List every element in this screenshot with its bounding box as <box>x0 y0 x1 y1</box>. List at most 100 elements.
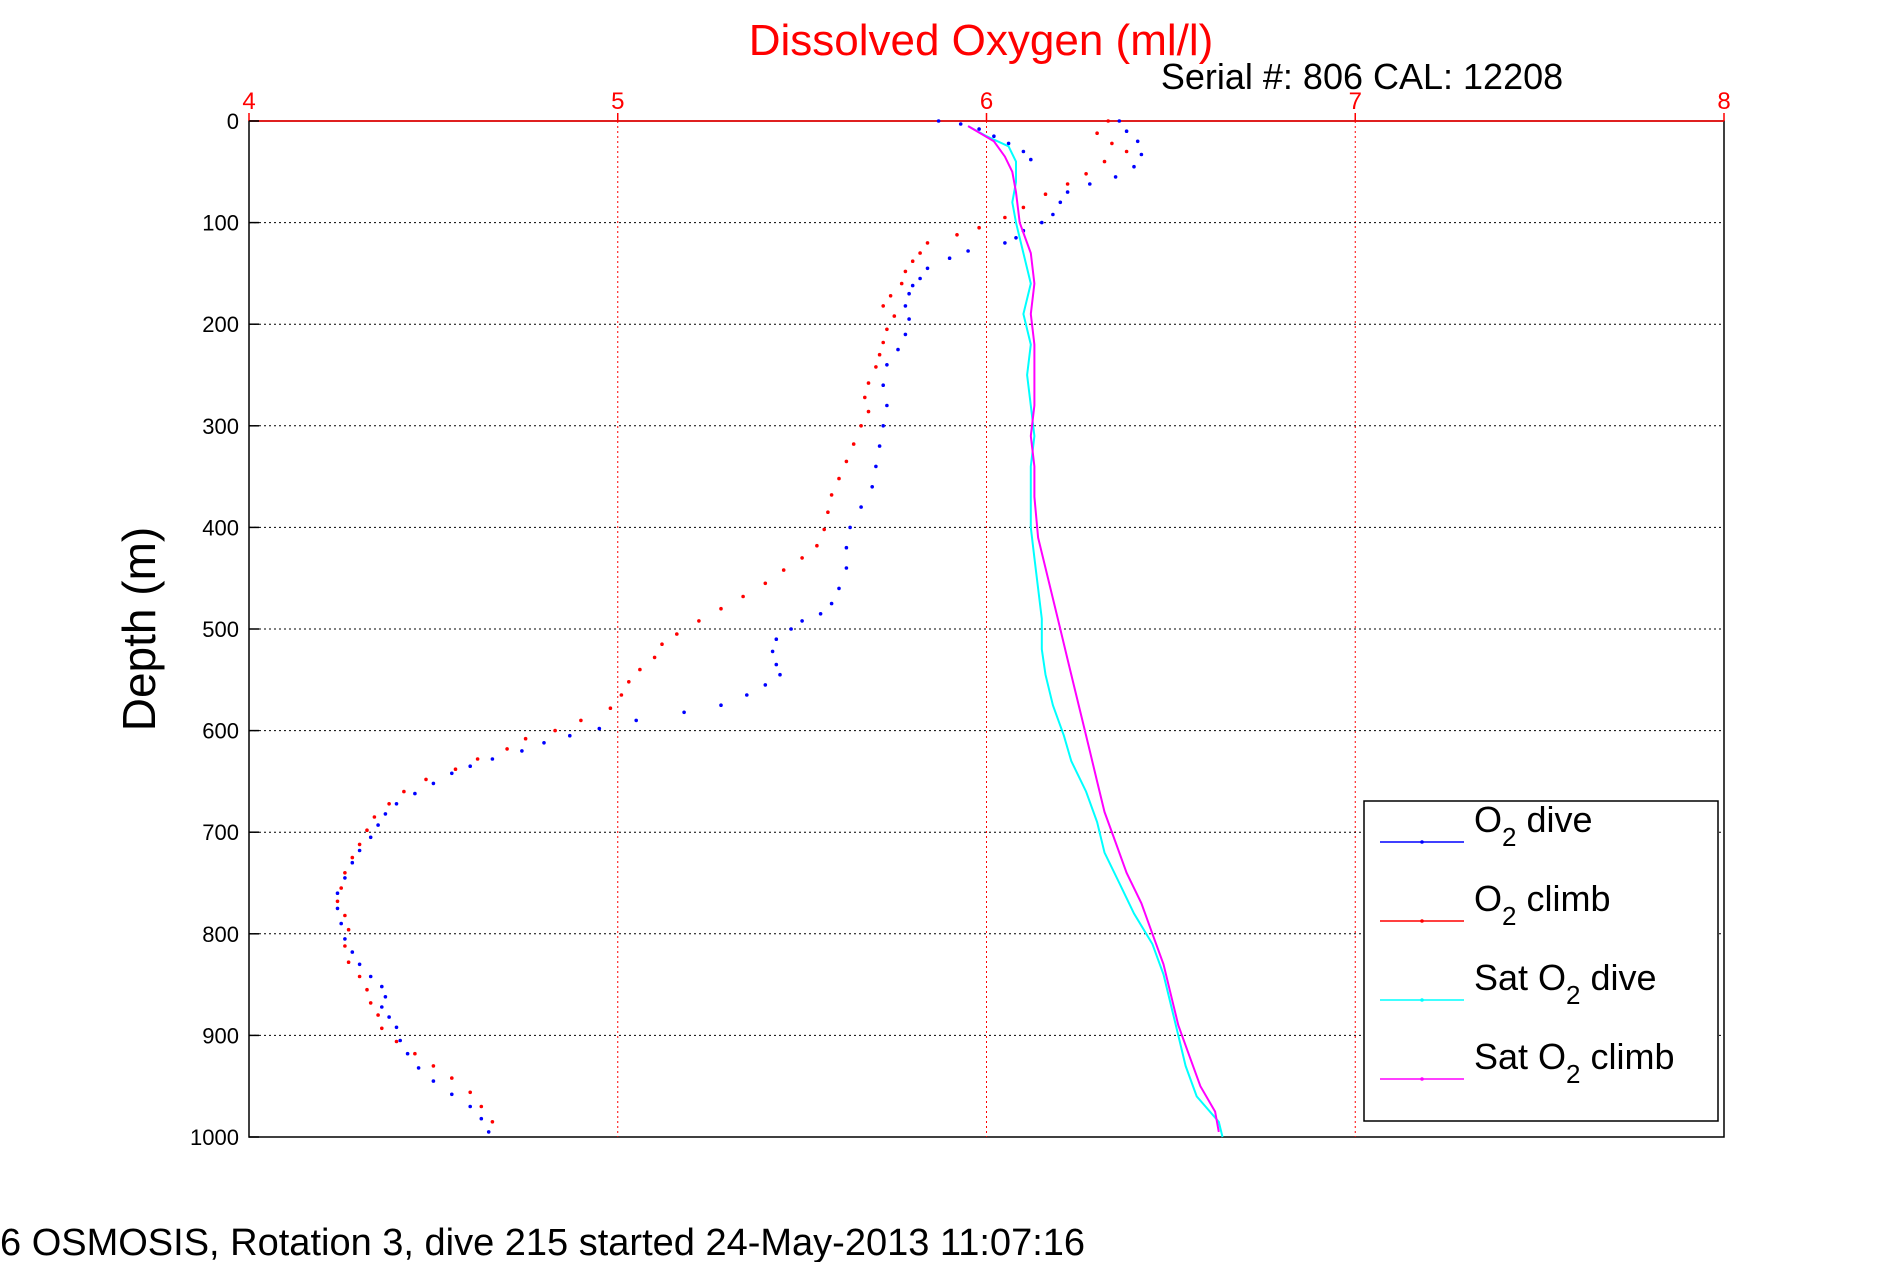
data-point <box>1021 149 1026 154</box>
data-point <box>627 680 631 684</box>
data-point <box>800 619 804 623</box>
data-point <box>874 464 878 469</box>
chart-title: Dissolved Oxygen (ml/l) <box>749 16 1214 65</box>
data-point <box>829 493 834 497</box>
data-point <box>335 891 340 895</box>
legend-marker <box>1420 919 1424 923</box>
data-point <box>346 927 351 932</box>
data-point <box>413 791 417 796</box>
y-tick-label: 100 <box>202 211 239 236</box>
data-point <box>866 409 871 414</box>
y-tick-label: 200 <box>202 312 239 337</box>
data-point <box>597 726 602 731</box>
data-point <box>1110 141 1114 146</box>
data-point <box>660 642 664 646</box>
data-point <box>774 637 779 641</box>
x-tick-label: 6 <box>980 88 993 115</box>
data-point <box>844 545 849 550</box>
data-point <box>741 594 745 599</box>
data-point <box>885 363 889 367</box>
series-line <box>967 125 1220 1133</box>
data-point <box>368 974 373 979</box>
data-point <box>1014 236 1018 240</box>
data-point <box>774 662 779 667</box>
data-point <box>1088 182 1092 186</box>
data-point <box>955 233 959 237</box>
x-tick-label: 4 <box>242 88 255 115</box>
data-point <box>907 317 911 321</box>
data-point <box>1065 182 1070 186</box>
data-point <box>431 1079 436 1083</box>
data-point <box>1006 141 1011 146</box>
data-point <box>818 612 823 616</box>
data-point <box>453 767 458 771</box>
data-point <box>357 974 362 979</box>
data-point <box>520 749 524 753</box>
legend-marker <box>1420 840 1424 844</box>
data-point <box>682 710 686 715</box>
data-point <box>1040 220 1044 225</box>
data-point <box>903 332 908 337</box>
series-0 <box>335 119 1144 1134</box>
data-point <box>910 283 915 288</box>
data-point <box>505 747 509 751</box>
y-tick-label: 500 <box>202 617 239 642</box>
footer-caption: 6 OSMOSIS, Rotation 3, dive 215 started … <box>0 1222 1085 1262</box>
data-point <box>365 828 369 832</box>
data-point <box>652 655 657 660</box>
series-line <box>967 125 1224 1138</box>
data-point <box>826 510 830 514</box>
data-point <box>634 718 638 723</box>
data-point <box>339 886 344 890</box>
data-point <box>368 835 373 840</box>
data-point <box>947 256 952 261</box>
data-point <box>402 789 406 794</box>
legend: O2 dive O2 climb Sat O2 dive Sat O2 climb <box>1363 799 1719 1122</box>
data-point <box>398 1038 403 1043</box>
data-point <box>357 962 362 967</box>
y-tick-label: 800 <box>202 922 239 947</box>
data-point <box>789 627 793 631</box>
data-point <box>851 442 856 446</box>
y-tick-label: 700 <box>202 820 239 845</box>
data-point <box>335 899 340 904</box>
chart-subtitle: Serial #: 806 CAL: 12208 <box>1161 56 1563 97</box>
axis-ticks: 4 5 6 7 8 0 100 200 300 400 500 600 700 800 900 1000 <box>190 88 1731 1150</box>
data-point <box>416 1066 421 1070</box>
data-point <box>368 1001 373 1005</box>
data-point <box>450 1076 454 1080</box>
x-tick-label: 8 <box>1717 88 1730 115</box>
y-axis-label: Depth (m) <box>113 527 165 731</box>
data-point <box>675 632 679 636</box>
data-point <box>343 871 347 875</box>
x-tick-label: 7 <box>1349 88 1362 115</box>
data-point <box>966 249 970 253</box>
data-point <box>896 347 900 352</box>
data-point <box>837 586 841 591</box>
legend-label: Sat O2 dive <box>1474 957 1657 1010</box>
data-point <box>977 225 981 230</box>
data-point <box>907 291 911 296</box>
data-point <box>468 764 473 768</box>
data-point <box>372 815 377 819</box>
data-point <box>1113 175 1118 179</box>
y-tick-label: 0 <box>227 109 239 134</box>
data-point <box>1065 190 1070 194</box>
data-point <box>992 134 996 138</box>
data-point <box>523 736 528 741</box>
data-point <box>383 812 388 816</box>
y-tick-label: 600 <box>202 719 239 744</box>
data-point <box>859 424 863 428</box>
data-point <box>885 327 889 332</box>
data-point <box>859 505 863 509</box>
data-point <box>1095 131 1099 135</box>
data-point <box>365 987 369 992</box>
data-point <box>450 771 454 776</box>
data-point <box>339 921 344 926</box>
data-point <box>490 1120 495 1124</box>
data-point <box>394 1039 399 1044</box>
data-point <box>1124 129 1129 133</box>
legend-marker <box>1420 1077 1424 1081</box>
data-point <box>863 395 867 400</box>
series-2 <box>967 125 1224 1138</box>
